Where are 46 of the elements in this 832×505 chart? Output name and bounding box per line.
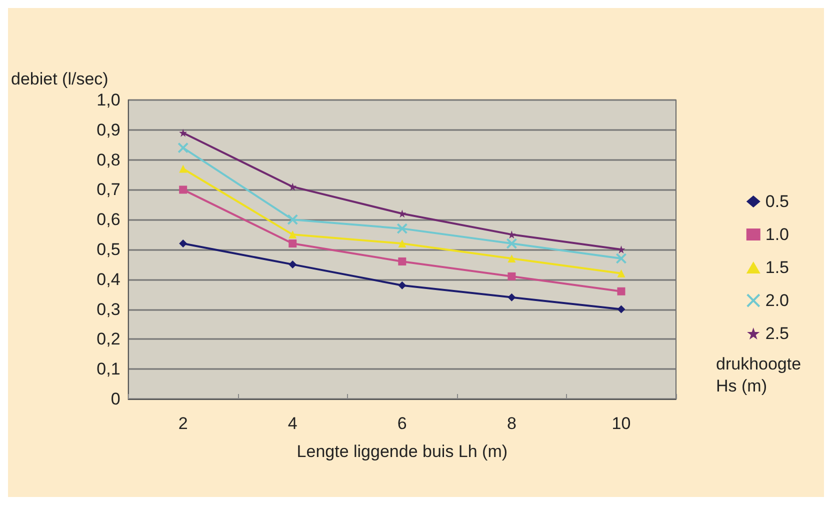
x-tick-label: 4 (288, 414, 298, 433)
legend-label: 2.5 (765, 324, 790, 343)
y-tick-label: 0,2 (96, 330, 120, 349)
point (288, 230, 297, 239)
point (616, 252, 627, 264)
point (179, 240, 188, 248)
x-axis-title: Lengte liggende buis Lh (m) (296, 442, 508, 461)
legend-label: 2.0 (765, 291, 790, 310)
y-tick-label: 0,6 (96, 210, 120, 230)
x-tick-label: 2 (178, 414, 188, 433)
point (288, 182, 297, 191)
point (288, 260, 297, 268)
legend-title: drukhoogte Hs (m) (716, 354, 806, 396)
y-axis-title: debiet (l/sec) (10, 70, 108, 88)
point (506, 238, 518, 250)
point (508, 272, 516, 280)
y-tick-label: 1,0 (96, 90, 120, 110)
legend-label: 1.5 (765, 258, 790, 277)
point (398, 281, 406, 290)
y-tick-label: 0,3 (96, 300, 120, 319)
point (398, 257, 406, 266)
point (398, 240, 406, 248)
y-tick-label: 0,1 (96, 360, 120, 379)
point (396, 223, 408, 234)
y-tick-label: 0 (110, 390, 120, 408)
y-tick-label: 0,9 (96, 120, 120, 140)
point (288, 240, 297, 248)
x-tick-label: 6 (397, 414, 407, 433)
y-tick-label: 0,7 (96, 180, 120, 200)
legend-label: 0.5 (765, 192, 790, 211)
point (617, 269, 626, 278)
point (178, 142, 189, 154)
point (179, 186, 188, 194)
point (179, 164, 188, 173)
point (508, 293, 516, 302)
point (179, 128, 188, 137)
point (508, 254, 516, 262)
y-tick-label: 0,4 (96, 270, 120, 289)
y-tick-label: 0,5 (96, 240, 120, 259)
x-tick-label: 8 (506, 414, 516, 433)
x-tick-label: 10 (612, 414, 631, 433)
point (617, 305, 626, 314)
y-tick-label: 0,8 (96, 150, 120, 170)
point (287, 214, 298, 226)
legend-label: 1.0 (765, 225, 790, 244)
point (617, 287, 626, 296)
